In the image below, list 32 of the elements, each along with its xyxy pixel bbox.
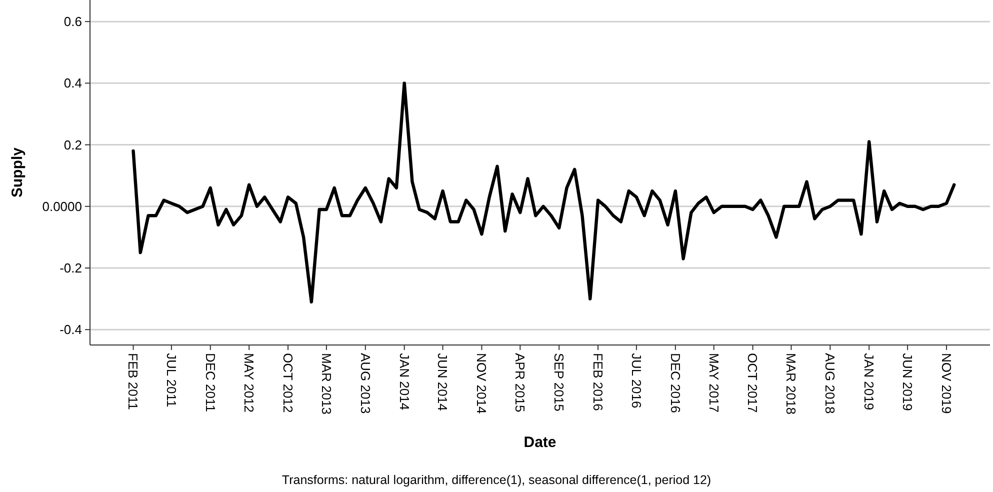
x-tick-label: MAY 2012: [242, 353, 257, 413]
x-tick-label: MAY 2017: [706, 353, 722, 413]
x-tick-label: SEP 2015: [552, 353, 567, 412]
x-tick-label: APR 2015: [512, 353, 528, 412]
x-tick-label: DEC 2011: [202, 353, 218, 412]
x-tick-label: DEC 2016: [668, 353, 683, 413]
y-tick-label: 0.6: [64, 14, 82, 30]
x-tick-label: JAN 2019: [862, 353, 877, 410]
line-series: [132, 82, 956, 304]
x-axis-title: Date: [524, 434, 556, 451]
x-tick-label: JAN 2014: [396, 353, 412, 410]
x-tick-label: FEB 2016: [590, 353, 606, 411]
x-tick-label: AUG 2018: [822, 353, 838, 414]
text: Transforms: natural logarithm, difference(1), seasonal difference(1, period 12): [282, 473, 712, 487]
x-tick-label: FEB 2011: [126, 353, 141, 410]
x-tick-label: JUN 2014: [435, 353, 450, 411]
x-tick-label: OCT 2017: [745, 353, 760, 413]
x-tick-label: NOV 2014: [474, 353, 490, 414]
x-tick-label: AUG 2013: [358, 353, 373, 414]
y-tick-label: -0.4: [60, 322, 82, 338]
y-axis-title: Supply: [9, 146, 26, 198]
x-tick-label: NOV 2019: [938, 353, 954, 414]
x-tick-label: JUL 2016: [628, 353, 644, 408]
y-tick-label: 0.0000: [42, 198, 82, 214]
x-tick-label: JUN 2019: [900, 353, 915, 411]
x-tick-label: OCT 2012: [280, 353, 296, 413]
y-tick-label: 0.4: [64, 76, 82, 91]
y-tick-label: 0.2: [64, 137, 82, 152]
x-tick-label: MAR 2018: [784, 353, 799, 414]
y-tick-label: -0.2: [60, 260, 82, 276]
x-tick-label: MAR 2013: [318, 353, 334, 414]
x-tick-label: JUL 2011: [164, 353, 179, 408]
